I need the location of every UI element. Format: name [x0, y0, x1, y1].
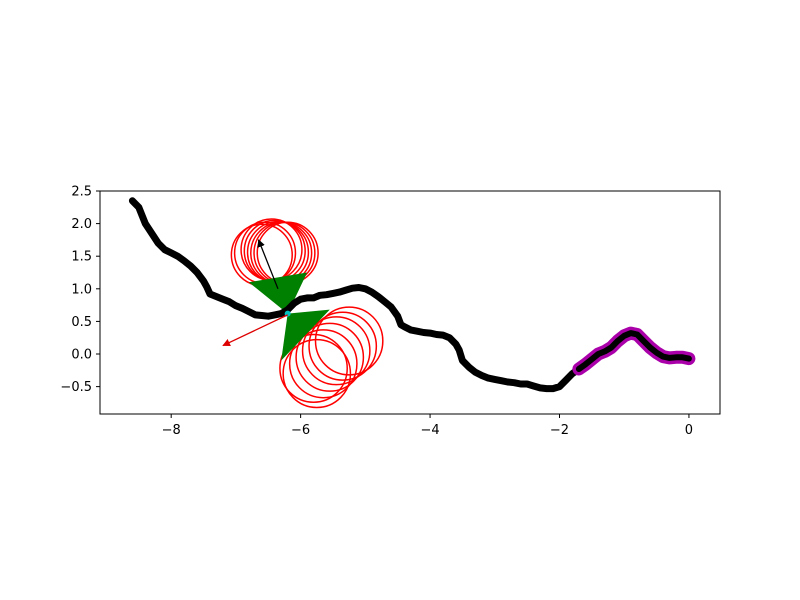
lower-circle — [308, 311, 378, 381]
y-tick-label: 1.0 — [71, 282, 92, 297]
red-arrow — [222, 314, 288, 347]
arrow-group — [222, 239, 288, 347]
plot-area — [128, 197, 696, 409]
lower-circle — [295, 322, 365, 392]
x-tick-label: 0 — [685, 423, 693, 438]
lower-circle — [314, 306, 384, 376]
recent-segment-core — [575, 330, 692, 372]
lower-circle — [301, 316, 371, 386]
y-tick-label: 2.5 — [71, 185, 92, 200]
y-axis: 2.5 2.0 1.5 1.0 0.5 0.0 −0.5 — [60, 185, 100, 395]
y-tick-label: 0.0 — [71, 348, 92, 363]
y-tick-label: 2.0 — [71, 217, 92, 232]
lower-circle — [279, 333, 348, 404]
y-tick-label: 0.5 — [71, 315, 92, 330]
black-arrow — [257, 239, 279, 290]
x-tick-label: −6 — [291, 423, 310, 438]
line-group — [128, 197, 696, 393]
y-tick-label: −0.5 — [60, 380, 92, 395]
axes-frame — [99, 190, 721, 415]
x-tick-label: −8 — [162, 423, 181, 438]
x-tick-label: −4 — [420, 423, 439, 438]
lower-circle — [288, 329, 358, 399]
green-wedge — [281, 309, 330, 361]
x-tick-label: −2 — [550, 423, 569, 438]
y-tick-label: 1.5 — [71, 250, 92, 265]
lower-circle — [282, 338, 352, 409]
x-axis: −8 −6 −4 −2 0 — [162, 414, 693, 438]
